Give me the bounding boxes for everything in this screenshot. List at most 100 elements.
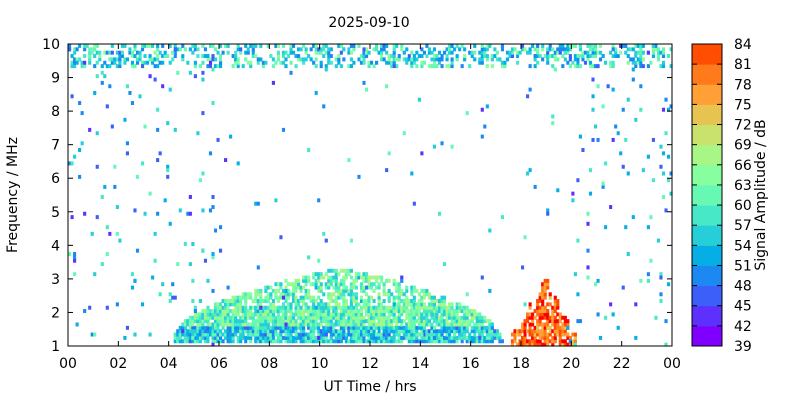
heatmap-cell: [576, 57, 580, 62]
heatmap-cell: [442, 50, 447, 55]
heatmap-cell: [279, 292, 283, 297]
heatmap-cell: [442, 262, 447, 267]
heatmap-cell: [236, 335, 240, 340]
heatmap-cell: [312, 312, 316, 317]
heatmap-cell: [337, 302, 341, 307]
heatmap-cell: [400, 309, 404, 314]
heatmap-cell: [500, 215, 504, 220]
heatmap-cell: [425, 305, 429, 310]
heatmap-cell: [510, 339, 515, 344]
heatmap-cell: [553, 315, 557, 320]
heatmap-cell: [118, 238, 122, 243]
heatmap-cell: [543, 309, 547, 314]
heatmap-cell: [601, 104, 605, 109]
heatmap-cell: [422, 329, 426, 334]
heatmap-cell: [90, 332, 94, 337]
heatmap-cell: [173, 295, 177, 300]
heatmap-cell: [385, 339, 389, 344]
heatmap-cell: [395, 295, 399, 300]
heatmap-cell: [448, 305, 452, 310]
heatmap-cell: [412, 295, 416, 300]
heatmap-cell: [546, 302, 550, 307]
heatmap-cell: [135, 57, 140, 62]
heatmap-cell: [322, 275, 326, 280]
heatmap-cell: [412, 57, 416, 62]
heatmap-cell: [641, 44, 645, 48]
heatmap-cell: [219, 302, 223, 307]
heatmap-cell: [264, 319, 268, 324]
heatmap-cell: [541, 315, 545, 320]
heatmap-cell: [299, 329, 303, 334]
heatmap-cell: [143, 54, 147, 59]
heatmap-cell: [475, 319, 479, 324]
heatmap-cell: [380, 54, 384, 59]
heatmap-cell: [259, 322, 263, 327]
heatmap-cell: [568, 64, 572, 69]
heatmap-cell: [130, 60, 135, 65]
heatmap-cell: [538, 292, 542, 297]
heatmap-cell: [382, 339, 386, 344]
heatmap-cell: [372, 332, 376, 337]
heatmap-cell: [201, 70, 205, 75]
heatmap-cell: [641, 64, 645, 69]
heatmap-cell: [450, 312, 454, 317]
heatmap-cell: [490, 64, 494, 69]
heatmap-cell: [216, 137, 220, 142]
heatmap-cell: [317, 272, 321, 277]
heatmap-cell: [503, 64, 507, 69]
heatmap-cell: [229, 325, 233, 330]
heatmap-cell: [266, 292, 270, 297]
heatmap-cell: [352, 285, 356, 290]
heatmap-cell: [538, 54, 542, 59]
heatmap-cell: [339, 305, 343, 310]
colorbar-tick-label: 54: [734, 238, 752, 254]
heatmap-cell: [475, 339, 479, 344]
heatmap-cell: [485, 319, 489, 324]
heatmap-cell: [349, 238, 353, 243]
heatmap-cell: [352, 60, 356, 65]
heatmap-cell: [473, 57, 477, 62]
heatmap-cell: [626, 97, 630, 102]
heatmap-cell: [427, 329, 431, 334]
heatmap-cell: [291, 322, 296, 327]
colorbar-segment: [692, 124, 722, 146]
heatmap-cell: [143, 124, 147, 129]
heatmap-cell: [440, 325, 444, 330]
heatmap-cell: [284, 319, 288, 324]
heatmap-cell: [523, 332, 527, 337]
heatmap-cell: [480, 50, 484, 55]
heatmap-cell: [266, 44, 270, 48]
heatmap-cell: [551, 329, 555, 334]
heatmap-cell: [588, 44, 593, 48]
heatmap-cell: [349, 339, 353, 344]
heatmap-cell: [115, 64, 119, 69]
heatmap-cell: [354, 339, 359, 344]
heatmap-cell: [453, 322, 457, 327]
heatmap-cell: [213, 325, 218, 330]
heatmap-cell: [661, 195, 666, 199]
heatmap-cell: [256, 60, 260, 65]
heatmap-cell: [286, 322, 291, 327]
heatmap-cell: [342, 292, 346, 297]
heatmap-cell: [455, 315, 459, 320]
heatmap-cell: [551, 114, 555, 119]
heatmap-cell: [470, 312, 474, 317]
heatmap-cell: [314, 335, 318, 340]
heatmap-cell: [392, 329, 396, 334]
heatmap-cell: [546, 54, 550, 59]
heatmap-cell: [349, 332, 353, 337]
heatmap-cell: [88, 57, 92, 62]
heatmap-cell: [299, 315, 303, 320]
heatmap-cell: [538, 339, 542, 344]
heatmap-cell: [75, 47, 79, 52]
heatmap-cell: [256, 332, 260, 337]
heatmap-cell: [364, 275, 369, 280]
heatmap-cell: [427, 332, 431, 337]
heatmap-cell: [284, 299, 288, 303]
heatmap-cell: [646, 154, 650, 159]
heatmap-cell: [208, 44, 213, 48]
heatmap-cell: [593, 54, 598, 59]
heatmap-cell: [208, 325, 213, 330]
y-tick-label: 1: [51, 339, 60, 355]
heatmap-cell: [410, 309, 414, 314]
